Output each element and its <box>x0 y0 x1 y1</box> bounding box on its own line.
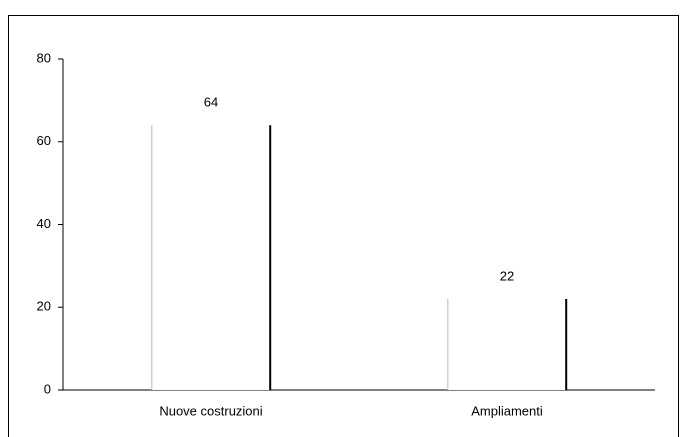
x-tick-label: Nuove costruzioni <box>159 403 262 418</box>
y-tick-label: 80 <box>37 50 51 65</box>
bar <box>447 298 567 390</box>
y-tick-label: 40 <box>37 216 51 231</box>
data-label: 22 <box>500 268 514 283</box>
x-tick-label: Ampliamenti <box>471 403 543 418</box>
bar <box>151 125 271 390</box>
chart-frame <box>8 15 679 437</box>
y-tick-label: 0 <box>44 381 51 396</box>
y-tick-label: 60 <box>37 133 51 148</box>
y-tick-label: 20 <box>37 299 51 314</box>
data-label: 64 <box>204 95 218 110</box>
